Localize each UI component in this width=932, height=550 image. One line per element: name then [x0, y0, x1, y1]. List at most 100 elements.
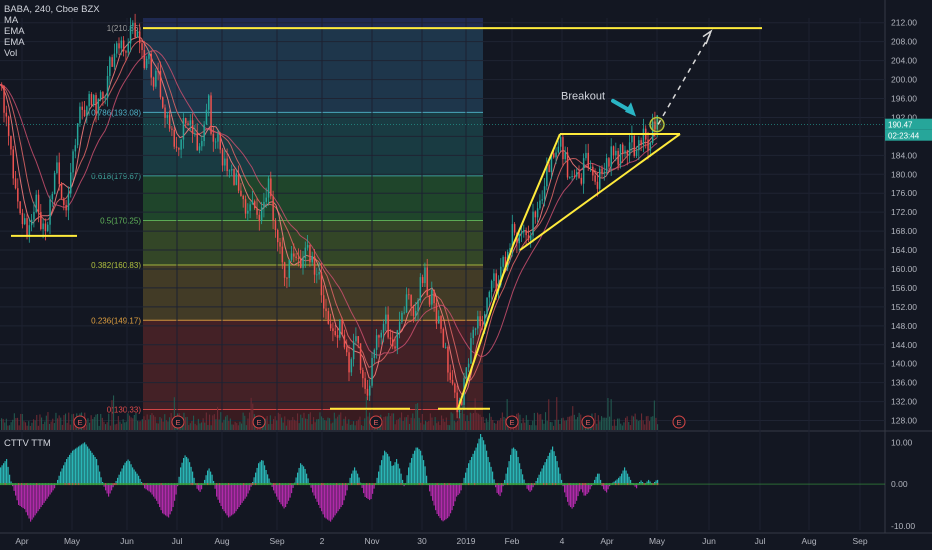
indicator-bar — [117, 477, 119, 485]
indicator-bar — [189, 462, 191, 485]
volume-bar — [637, 421, 639, 430]
indicator-bar — [181, 462, 183, 485]
uptrend-line-2[interactable] — [512, 133, 561, 246]
indicator-bar — [538, 474, 540, 485]
indicator-bar — [85, 444, 87, 485]
candle-body — [166, 115, 169, 118]
candle-body — [394, 346, 396, 349]
indicator-bar — [531, 484, 533, 491]
volume-bar — [316, 419, 318, 430]
volume-bar — [501, 412, 503, 430]
indicator-bar — [475, 447, 477, 485]
earnings-marker[interactable] — [252, 415, 266, 429]
candle-body — [254, 201, 256, 209]
price-tick-label: 136.00 — [891, 378, 917, 388]
candle-body — [95, 95, 97, 114]
indicator-bar — [46, 484, 48, 499]
indicator-bar — [253, 477, 255, 485]
volume-bar — [329, 418, 331, 430]
volume-bar — [1, 418, 3, 430]
volume-bar — [612, 425, 614, 430]
volume-bar — [541, 419, 543, 430]
indicator-bar — [73, 449, 75, 485]
indicator-bar — [529, 484, 531, 492]
indicator-bar — [390, 461, 392, 485]
candle-body — [111, 57, 113, 67]
volume-bar — [362, 425, 364, 430]
indicator-bar — [414, 450, 416, 485]
volume-bar — [429, 413, 431, 430]
volume-bar — [98, 425, 100, 430]
candle-body — [576, 172, 578, 177]
volume-bar — [151, 413, 153, 430]
candle-body — [313, 256, 316, 275]
indicator-bar — [222, 484, 224, 510]
volume-bar — [554, 419, 556, 430]
volume-bar — [298, 423, 300, 430]
volume-bar — [50, 421, 52, 430]
indicator-bar — [381, 460, 383, 485]
candle-body — [389, 337, 392, 340]
earnings-marker[interactable] — [171, 415, 185, 429]
earnings-marker[interactable] — [581, 415, 595, 429]
volume-bar — [161, 418, 163, 430]
indicator-bar — [169, 484, 171, 515]
drawings[interactable]: Breakout — [11, 27, 762, 410]
price-tick-label: 212.00 — [891, 18, 917, 28]
earnings-marker[interactable] — [73, 415, 87, 429]
indicator-bar — [540, 471, 542, 485]
projection-arrowhead[interactable] — [702, 29, 713, 45]
volume-bar — [477, 413, 479, 430]
projection-arrow-line[interactable] — [657, 34, 711, 125]
indicator-bar — [148, 484, 150, 492]
candle-body — [320, 272, 323, 296]
indicator-bar — [415, 447, 417, 485]
indicator-vol[interactable]: Vol — [4, 48, 18, 59]
candle-body — [274, 220, 277, 231]
volume-bar — [605, 417, 607, 430]
indicator-bar — [433, 484, 435, 506]
volume-bar — [159, 417, 161, 430]
volume-bar — [567, 416, 569, 430]
indicator-panel-label[interactable]: CTTV TTM — [4, 438, 51, 449]
breakout-label[interactable]: Breakout — [561, 90, 605, 102]
earnings-marker[interactable] — [505, 415, 519, 429]
uptrend-line-1[interactable] — [457, 244, 514, 410]
volume-bar — [122, 419, 124, 430]
volume-bar — [319, 412, 321, 430]
indicator-bar — [286, 484, 288, 504]
earnings-marker[interactable] — [672, 415, 686, 429]
indicator-bar — [214, 484, 216, 489]
indicator-bar — [226, 484, 228, 516]
volume-bar — [650, 416, 652, 430]
indicator-bar — [37, 484, 39, 512]
volume-bar — [413, 418, 415, 430]
indicator-ema-1[interactable]: EMA — [4, 26, 25, 37]
candle-body — [440, 316, 442, 329]
indicator-bar — [583, 484, 585, 496]
breakout-arrowhead[interactable] — [625, 102, 636, 117]
symbol-line[interactable]: BABA, 240, Cboe BZX — [4, 4, 100, 15]
volume-bar — [452, 413, 454, 430]
indicator-bar — [301, 464, 303, 485]
time-tick-label: Jul — [172, 536, 183, 546]
candle-body — [403, 312, 405, 314]
candle-body — [398, 322, 401, 331]
indicator-ma[interactable]: MA — [4, 15, 19, 26]
candle-body — [633, 135, 635, 157]
triangle-bottom-line[interactable] — [519, 133, 681, 251]
volume-bar — [252, 403, 254, 430]
indicator-bar — [52, 484, 54, 491]
countdown-label: 02:23:44 — [888, 132, 920, 141]
volume-bar — [156, 423, 158, 430]
indicator-bar — [495, 484, 497, 488]
candle-body — [65, 204, 67, 211]
indicator-bar — [51, 484, 53, 493]
volume-bar — [351, 424, 353, 430]
earnings-marker[interactable] — [369, 415, 383, 429]
volume-bar — [348, 419, 350, 430]
volume-bar — [594, 412, 596, 430]
indicator-ema-2[interactable]: EMA — [4, 37, 25, 48]
